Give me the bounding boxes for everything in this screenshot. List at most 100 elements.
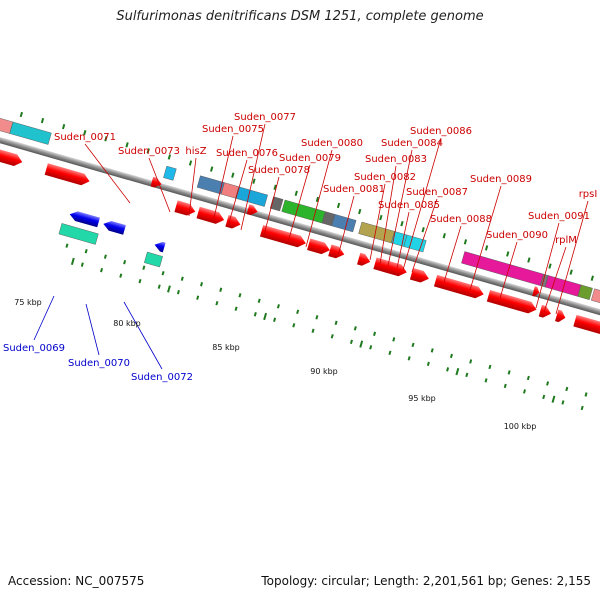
gene-label-suden-0089[interactable]: Suden_0089 [470,174,532,185]
forward-cds-arrow-b0 [150,176,162,188]
scale-label-100kbp: 100 kbp [504,422,537,431]
orf-marker-top-14 [315,196,320,203]
orf-marker-bot-21 [469,359,473,364]
topology-text: Topology: circular; Length: 2,201,561 bp… [261,574,591,588]
forward-leader-line-9 [337,195,355,257]
orf-marker-bot-15 [353,326,357,331]
feature-block-1 [9,121,52,145]
gene-label-suden-0091[interactable]: Suden_0091 [528,211,590,222]
gene-label-suden-0075[interactable]: Suden_0075 [202,124,264,135]
orf-marker-bot-18 [411,342,415,348]
feature-block-rev-1 [144,251,163,268]
scale-label-75kbp: 75 kbp [14,298,42,307]
scale-minor-tick-13 [330,334,334,339]
orf-marker-bot-10 [257,298,261,303]
scale-major-tick-0 [70,257,75,266]
gene-label-suden-0078[interactable]: Suden_0078 [248,165,310,176]
gene-label-suden-0069[interactable]: Suden_0069 [3,343,65,354]
feature-block-2 [163,165,177,181]
scale-ticks [70,257,584,411]
orf-marker-top-1 [40,117,45,124]
feature-block-9 [331,214,357,233]
forward-cds-arrow-a6 [307,238,330,255]
orf-marker-bot-23 [507,370,511,375]
gene-label-suden-0082[interactable]: Suden_0082 [354,172,416,183]
orf-marker-bot-11 [276,304,280,309]
feature-blocks [0,117,600,305]
forward-cds-arrow-a9 [373,257,407,277]
orf-markers [19,111,594,397]
forward-cds-arrow-b1 [246,204,258,216]
orf-marker-top-19 [421,227,425,233]
forward-cds-arrow-a11 [433,274,484,299]
feature-block-17 [590,288,600,305]
orf-marker-bot-27 [584,392,588,397]
forward-cds-arrow-b2 [532,286,540,297]
gene-label-suden-0090[interactable]: Suden_0090 [486,230,548,241]
orf-marker-bot-12 [296,309,300,315]
forward-leader-line-2 [188,157,197,217]
forward-cds-arrow-a4 [225,215,241,229]
reverse-leader-line-0 [33,295,55,341]
feature-block-7 [281,199,326,224]
scale-minor-tick-15 [369,345,373,350]
orf-marker-top-26 [569,269,573,275]
reverse-cds-arrow-2 [154,241,166,253]
gene-label-suden-0083[interactable]: Suden_0083 [365,154,427,165]
gene-label-rpsi[interactable]: rpsI [579,189,598,200]
gene-label-suden-0077[interactable]: Suden_0077 [234,112,296,123]
orf-marker-top-0 [19,111,23,118]
orf-marker-top-7 [167,154,172,160]
gene-label-suden-0087[interactable]: Suden_0087 [406,187,468,198]
gene-label-suden-0085[interactable]: Suden_0085 [378,200,440,211]
forward-leader-line-15 [411,198,438,273]
forward-leader-line-14 [402,137,442,271]
orf-marker-top-3 [83,130,87,136]
forward-leader-line-4 [227,159,248,227]
gene-label-suden-0086[interactable]: Suden_0086 [410,126,472,137]
feature-block-12 [403,234,427,253]
orf-marker-bot-4 [142,265,146,270]
gene-label-suden-0079[interactable]: Suden_0079 [279,153,341,164]
scale-minor-tick-22 [503,383,507,389]
scale-minor-tick-10 [273,317,277,322]
gene-label-suden-0080[interactable]: Suden_0080 [301,138,363,149]
scale-minor-tick-8 [234,306,238,311]
orf-marker-top-10 [231,172,235,178]
gene-label-suden-0081[interactable]: Suden_0081 [323,184,385,195]
orf-marker-bot-20 [449,353,453,359]
gene-label-suden-0072[interactable]: Suden_0072 [131,372,193,383]
scale-minor-tick-11 [292,323,296,328]
forward-leader-line-8 [305,149,333,248]
orf-marker-top-9 [210,166,214,172]
forward-cds-arrow-a10 [409,267,429,283]
gene-label-rplm[interactable]: rplM [555,235,577,246]
forward-leader-line-7 [287,164,311,243]
accession-text: Accession: NC_007575 [8,574,145,588]
gene-label-hisz[interactable]: hisZ [185,146,206,157]
genome-title: Sulfurimonas denitrificans DSM 1251, com… [116,9,484,24]
gene-label-suden-0076[interactable]: Suden_0076 [216,148,278,159]
forward-leader-line-5 [240,123,266,231]
feature-block-rev-0 [58,223,99,245]
forward-cds-arrow-a8 [357,252,371,266]
orf-marker-top-8 [188,160,193,166]
forward-leader-line-6 [263,176,280,236]
scale-major-tick-1 [167,285,171,293]
scale-major-tick-3 [359,340,364,348]
scale-minor-tick-2 [119,273,123,278]
gene-label-suden-0084[interactable]: Suden_0084 [381,138,443,149]
forward-leader-line-1 [148,157,171,213]
gene-label-suden-0088[interactable]: Suden_0088 [430,214,492,225]
gene-label-suden-0073[interactable]: Suden_0073 [118,146,180,157]
gene-label-suden-0071[interactable]: Suden_0071 [54,132,116,143]
forward-cds-arrow-a14 [555,309,566,323]
scale-label-90kbp: 90 kbp [310,367,338,376]
gene-label-suden-0070[interactable]: Suden_0070 [68,358,130,369]
orf-marker-top-11 [252,178,256,184]
scale-label-80kbp: 80 kbp [113,319,141,328]
feature-block-13 [461,251,544,286]
orf-marker-bot-24 [526,375,530,381]
orf-marker-bot-16 [373,331,377,337]
forward-cds-arrow-a13 [538,304,551,318]
